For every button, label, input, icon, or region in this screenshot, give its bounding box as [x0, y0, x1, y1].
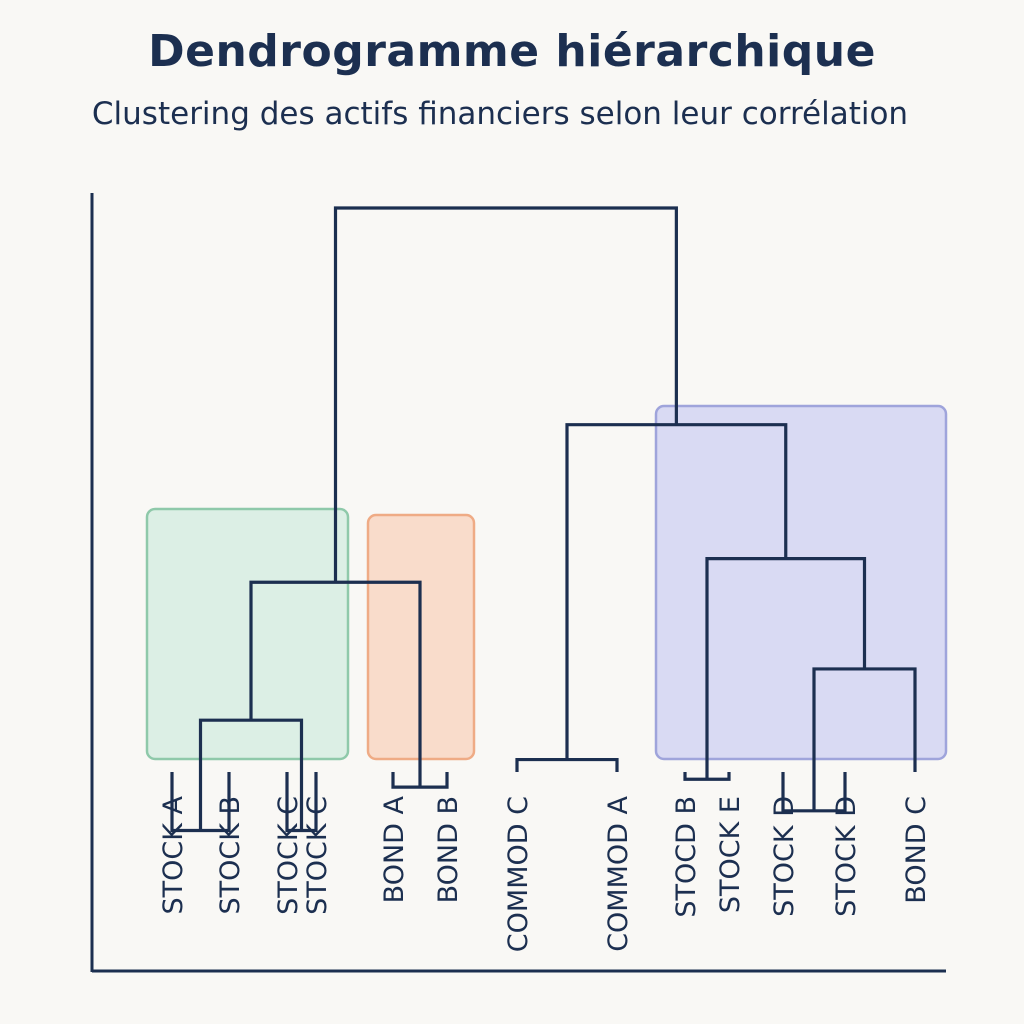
- leaf-label: STOCK D: [769, 796, 800, 917]
- leaf-label: STOCK B: [215, 796, 246, 915]
- leaf-label: BOND C: [901, 796, 932, 904]
- dendrogram-link-m6: [515, 757, 619, 772]
- leaf-label: STOCD B: [671, 796, 702, 918]
- leaf-label: BOND B: [433, 796, 464, 903]
- dendrogram-links: [170, 206, 917, 833]
- cluster-box-1: [145, 507, 350, 761]
- chart-subtitle: Clustering des actifs financiers selon l…: [91, 96, 909, 132]
- leaf-label: COMMOD A: [603, 795, 634, 951]
- leaf-label: STOCK C: [302, 796, 333, 915]
- cluster-highlights: [145, 404, 948, 761]
- chart-title: Dendrogramme hiérarchique: [148, 26, 876, 77]
- leaf-label: STOCK E: [715, 796, 746, 913]
- leaf-label: STOCK A: [158, 795, 189, 914]
- leaf-label: STOCK C: [273, 796, 304, 915]
- leaf-label: COMMOD C: [503, 796, 534, 952]
- cluster-box-3: [654, 404, 948, 761]
- leaf-label: BOND A: [379, 795, 410, 903]
- dendrogram-link-m12: [333, 206, 678, 583]
- leaf-label: STOCK D: [831, 796, 862, 917]
